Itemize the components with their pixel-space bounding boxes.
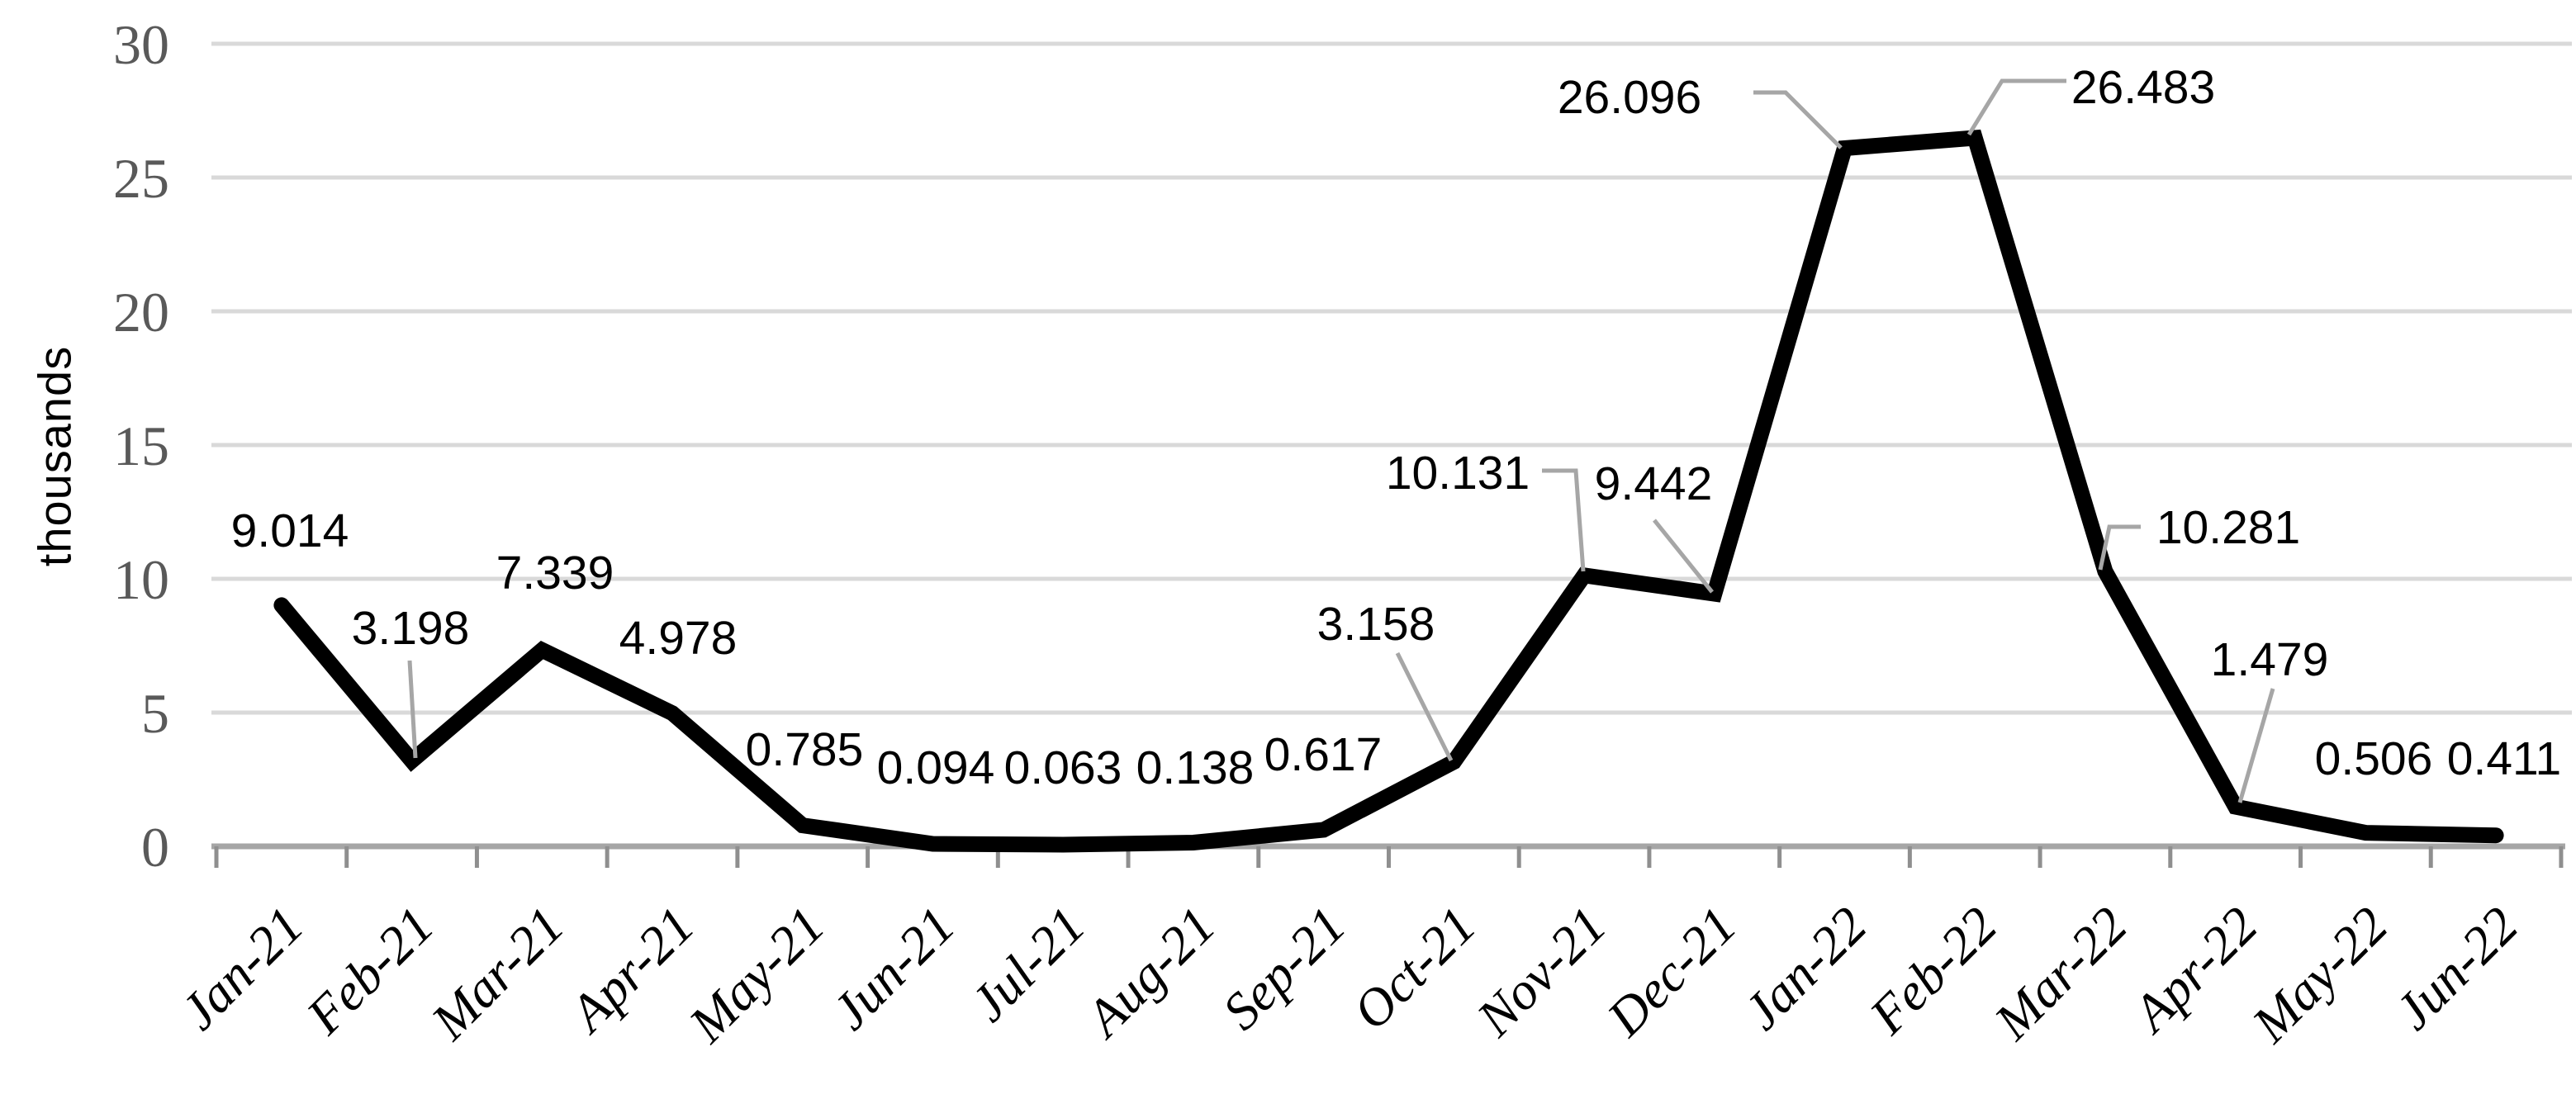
y-axis-tick-label: 5 [141,682,169,745]
data-label: 0.506 [2315,732,2433,785]
x-axis-tick-label: Jan-22 [1733,896,1878,1041]
y-axis-tick-label: 20 [113,281,169,343]
x-axis-tick-label: Oct-21 [1341,896,1487,1041]
data-label-leader-line [2237,688,2275,803]
data-label: 10.131 [1386,447,1530,500]
data-label: 9.014 [231,504,349,557]
x-axis-tick-label: Sep-21 [1212,896,1357,1041]
data-label: 7.339 [496,547,614,599]
x-axis-tick-label: Aug-21 [1073,896,1226,1049]
x-axis-tick-label: Nov-21 [1465,896,1617,1048]
x-axis-tick-label: Feb-22 [1858,896,2009,1046]
x-axis-tick-label: Apr-22 [2119,896,2268,1045]
data-label-leader-line [1542,468,1586,572]
y-axis-tick-label: 15 [113,414,169,477]
x-axis-tick-label: Jun-21 [821,896,966,1041]
series-line [273,129,2504,853]
data-label: 0.063 [1004,741,1122,794]
data-label: 9.442 [1595,457,1713,510]
y-axis-tick-label: 10 [113,548,169,611]
x-axis-tick-label: Mar-22 [1983,896,2138,1051]
y-axis-tick-label: 30 [113,13,169,76]
data-label: 3.158 [1317,598,1435,651]
data-label-leader-line [407,660,418,759]
x-axis-tick-label: Feb-21 [295,896,445,1046]
data-label: 26.483 [2071,61,2215,114]
data-label: 0.785 [746,723,864,776]
x-axis-tick-label: Dec-21 [1596,896,1748,1048]
x-axis-tick-label: May-22 [2241,896,2399,1054]
data-label-leader-line [1966,78,2066,136]
data-label-leader-line [1653,519,1714,594]
x-axis-tick-label: Jan-21 [169,896,315,1041]
data-label: 3.198 [352,602,470,655]
x-axis-tick-label: Jun-22 [2384,896,2529,1041]
x-axis-tick-label: Jul-21 [959,896,1096,1033]
y-axis-tick-label: 0 [141,816,169,879]
data-label: 0.094 [877,741,995,794]
x-axis-tick-label: May-21 [677,896,836,1054]
x-axis-tick-label: Mar-21 [420,896,575,1051]
data-label: 0.617 [1264,728,1383,781]
data-label-leader-line [1753,90,1843,149]
data-label: 0.411 [2447,732,2561,785]
data-label: 26.096 [1558,71,1701,124]
data-label-leader-line [1395,651,1454,762]
data-label: 1.479 [2211,633,2329,686]
data-label-leader-line [2098,524,2141,571]
data-label: 4.978 [619,612,738,665]
data-label: 0.138 [1136,741,1255,794]
data-label: 10.281 [2156,501,2300,554]
y-axis-tick-label: 25 [113,147,169,210]
x-axis-tick-label: Apr-21 [557,896,705,1045]
